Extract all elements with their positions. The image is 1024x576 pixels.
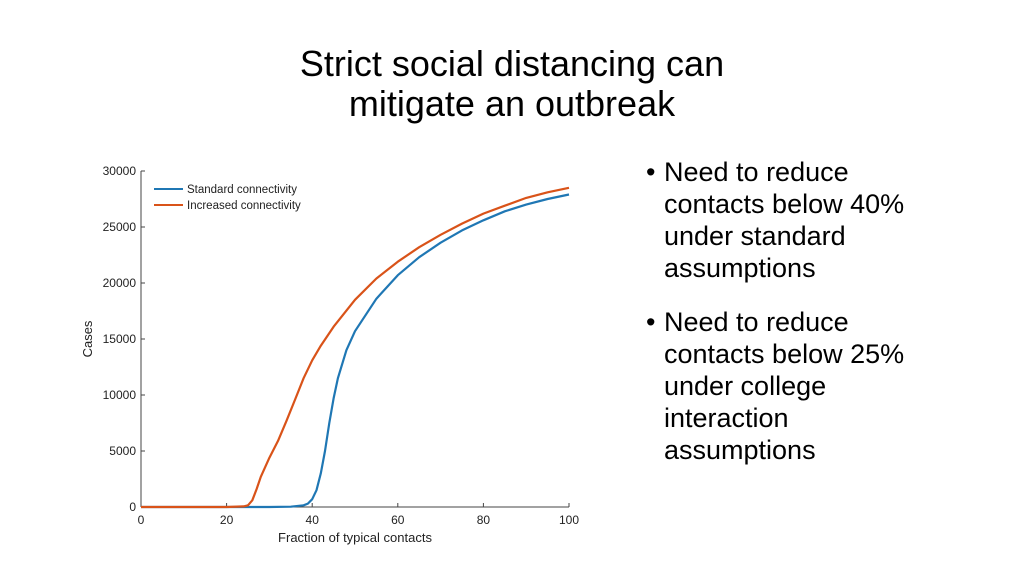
bullet-line: Need to reduce [664, 307, 849, 337]
bullet-line: contacts below 40% [664, 189, 905, 219]
bullet-marker: • [646, 307, 656, 337]
x-tick-label: 0 [138, 513, 145, 527]
series-line-increased-connectivity [141, 186, 570, 509]
slide-title-line-2: mitigate an outbreak [348, 83, 676, 124]
bullet-line: assumptions [664, 253, 816, 283]
x-tick-label: 40 [306, 513, 320, 527]
y-tick-label: 25000 [103, 220, 137, 234]
chart-ticks: 0 20 40 60 80 100 0 5000 10000 15000 20000 25000 300… [103, 164, 580, 527]
y-tick-label: 10000 [103, 388, 137, 402]
bullet-item: • Need to reduce contacts below 40% under s… [646, 156, 1006, 284]
x-tick-label: 80 [477, 513, 491, 527]
bullet-line: under standard [664, 221, 846, 251]
bullet-marker: • [646, 157, 656, 187]
y-tick-label: 5000 [109, 444, 136, 458]
x-tick-label: 100 [559, 513, 579, 527]
bullet-line: contacts below 25% [664, 339, 905, 369]
bullet-line: assumptions [664, 435, 816, 465]
chart-axes [140, 171, 569, 508]
y-tick-label: 15000 [103, 332, 137, 346]
x-tick-label: 60 [391, 513, 405, 527]
chart-series [141, 186, 570, 509]
y-tick-label: 20000 [103, 276, 137, 290]
y-tick-label: 0 [129, 500, 136, 514]
cases-line-chart: 0 20 40 60 80 100 0 5000 10000 15000 20000 25000 300… [80, 164, 580, 545]
bullet-list: • Need to reduce contacts below 40% under s… [646, 156, 1006, 488]
legend-label: Increased connectivity [187, 200, 301, 212]
x-tick-label: 20 [220, 513, 234, 527]
legend-label: Standard connectivity [187, 184, 297, 196]
slide-title: Strict social distancing can mitigate an… [0, 44, 1024, 124]
slide-title-line-1: Strict social distancing can [299, 43, 725, 84]
chart-legend: Standard connectivity Increased connectiv… [154, 184, 301, 212]
y-axis-label: Cases [80, 320, 95, 357]
bullet-line: under college [664, 371, 827, 401]
bullet-item: • Need to reduce contacts below 25% under c… [646, 306, 1006, 466]
series-line-standard-connectivity [141, 193, 570, 509]
y-tick-label: 30000 [103, 164, 137, 178]
bullet-line: interaction [664, 403, 789, 433]
x-axis-label: Fraction of typical contacts [278, 530, 432, 545]
bullet-line: Need to reduce [664, 157, 849, 187]
